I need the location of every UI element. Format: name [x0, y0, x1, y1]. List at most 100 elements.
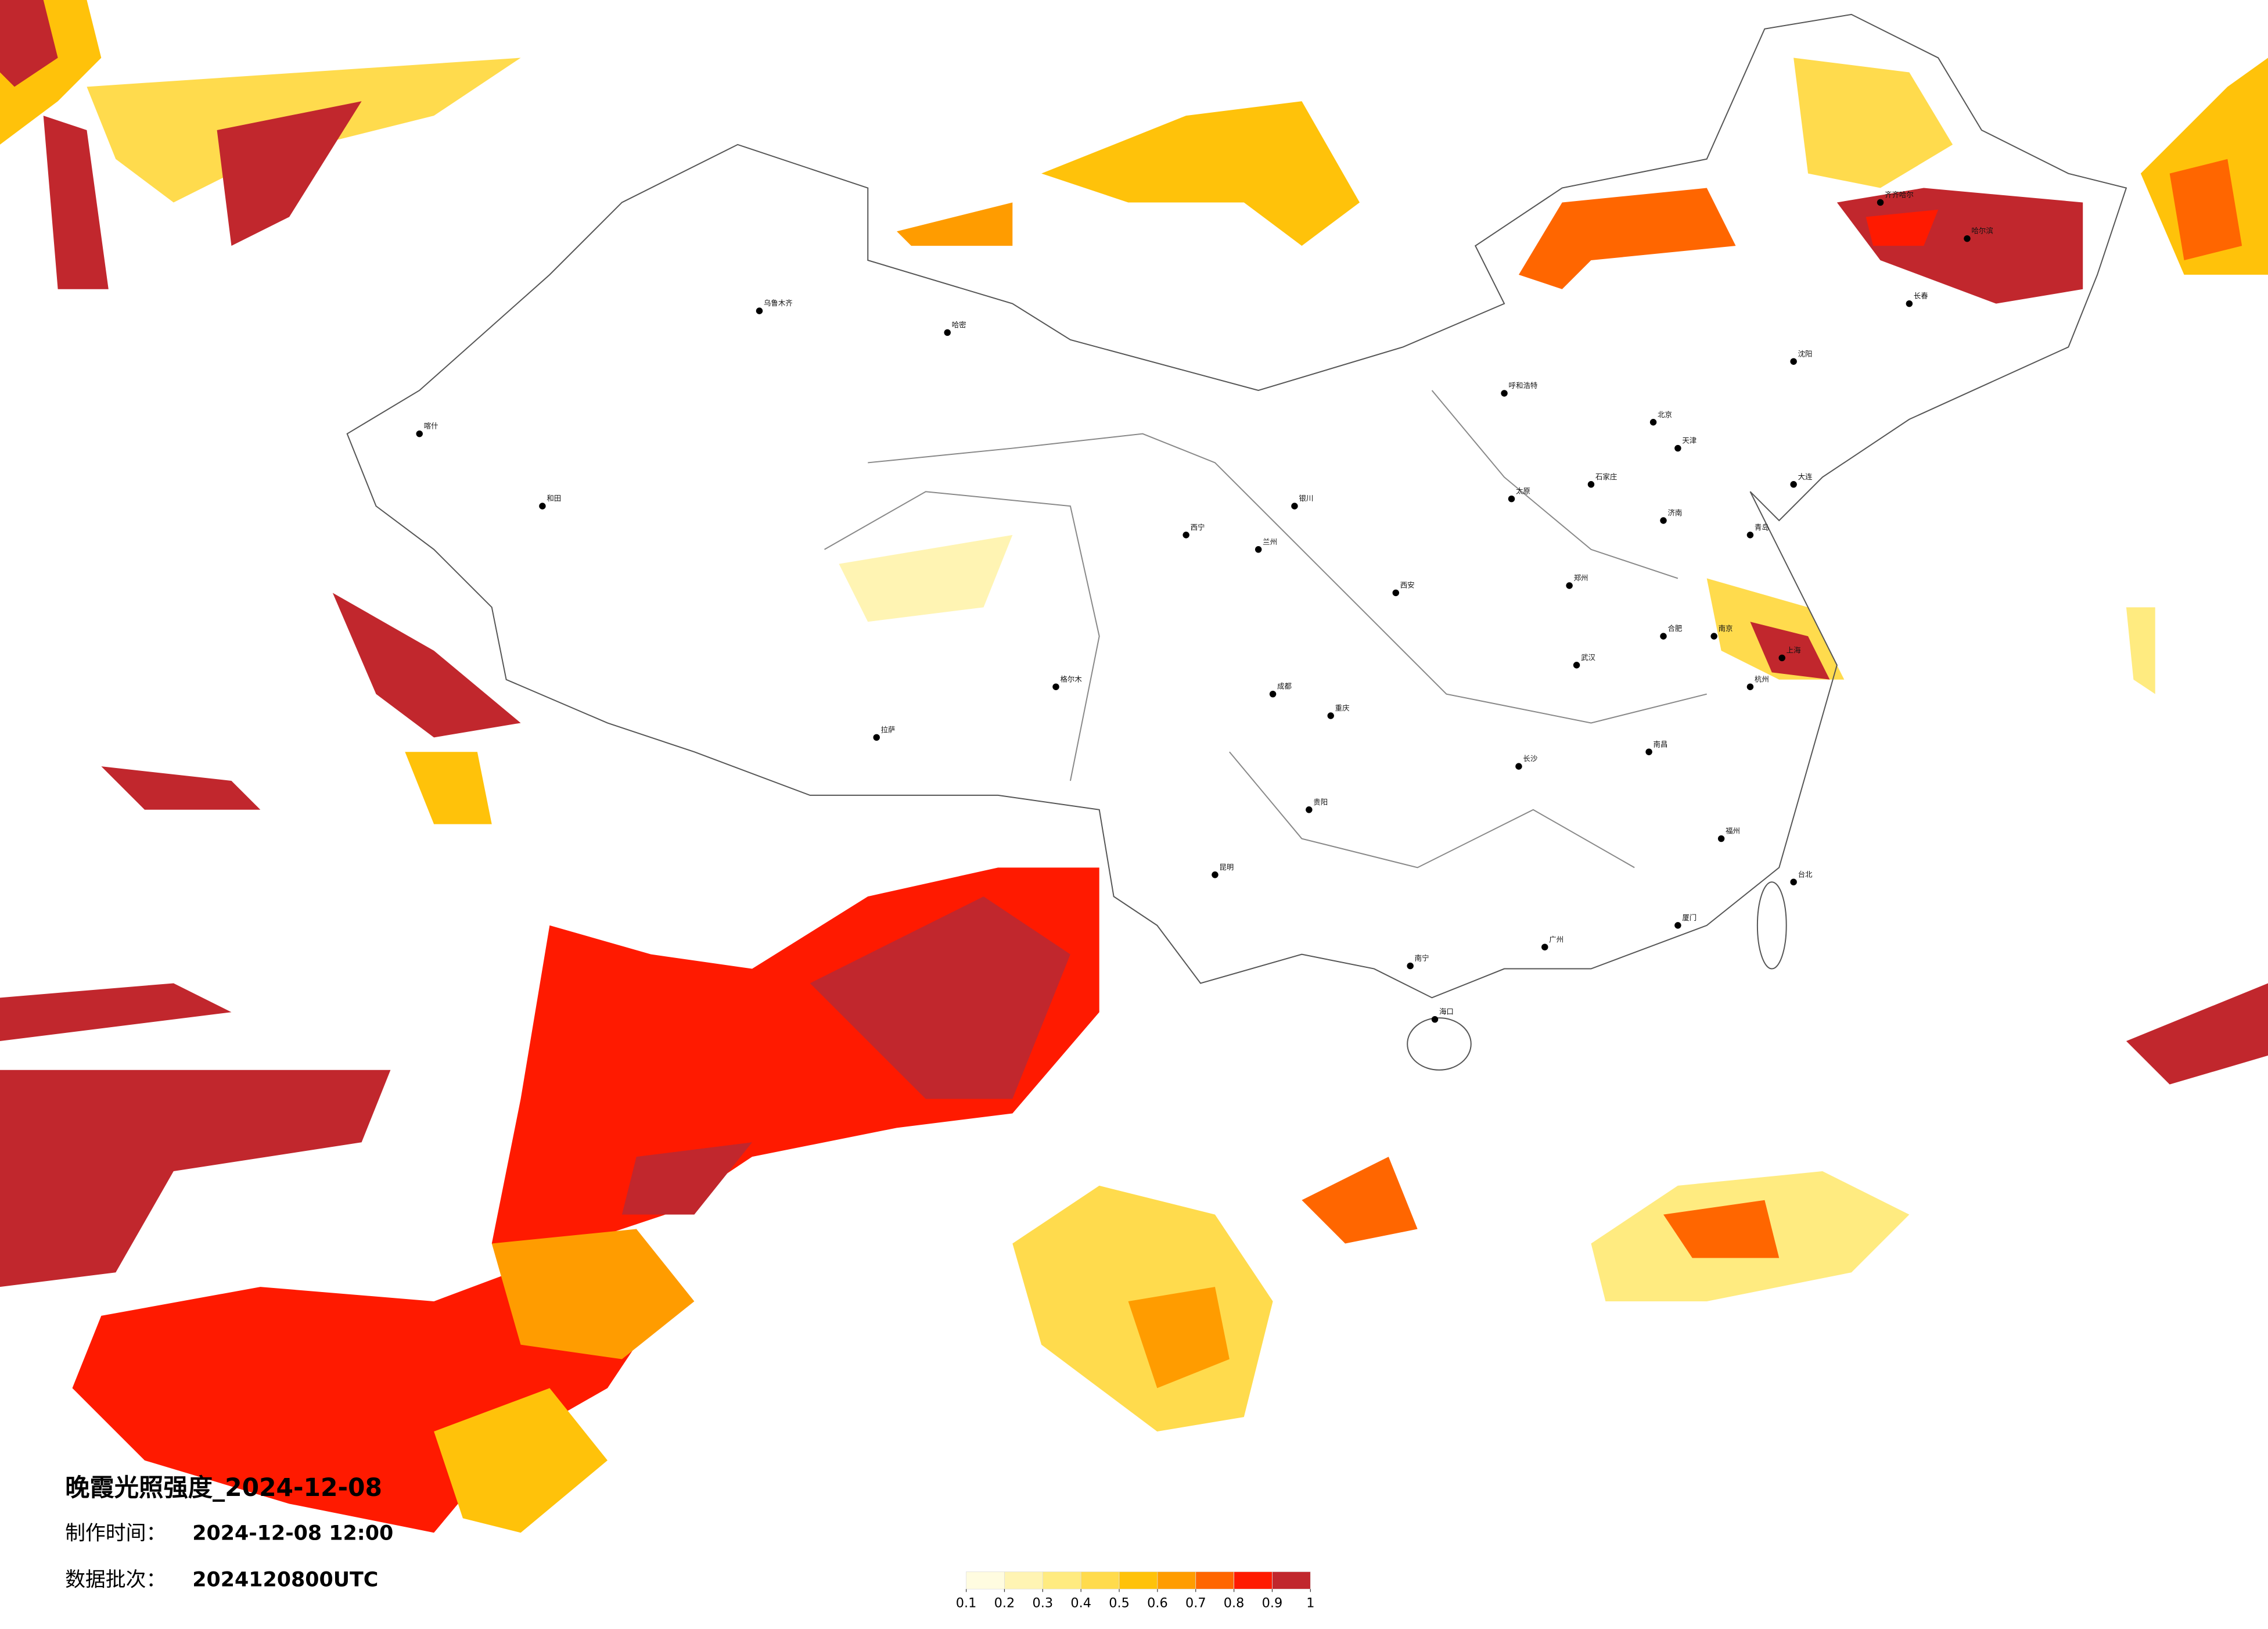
- city-label: 呼和浩特: [1509, 381, 1538, 390]
- city-label: 长春: [1914, 292, 1928, 300]
- map-title: 晚霞光照强度_2024-12-08: [65, 1473, 382, 1502]
- irradiance-area: [1302, 1157, 1418, 1244]
- city-dot: [1182, 532, 1189, 539]
- irradiance-area: [2169, 159, 2242, 260]
- colorbar-tick-label: 0.1: [956, 1596, 977, 1611]
- colorbar-tick-label: 0.3: [1033, 1596, 1054, 1611]
- irradiance-area: [0, 983, 232, 1041]
- city-label: 格尔木: [1060, 674, 1082, 683]
- city-label: 银川: [1299, 494, 1313, 503]
- city-label: 兰州: [1263, 537, 1277, 546]
- irradiance-area: [839, 534, 1013, 622]
- city-dot: [1717, 835, 1725, 842]
- country-outline: [346, 13, 2127, 1071]
- irradiance-area: [434, 1388, 608, 1533]
- province-border: [1431, 390, 1678, 579]
- colorbar-tick-label: 1: [1306, 1596, 1314, 1611]
- city-dot: [1407, 962, 1414, 970]
- city-dot: [1327, 712, 1334, 719]
- city-dot: [1964, 235, 1971, 242]
- colorbar-cell: [1119, 1571, 1158, 1589]
- city-dot: [1052, 683, 1059, 690]
- irradiance-area: [0, 0, 58, 87]
- city-label: 拉萨: [881, 725, 896, 734]
- irradiance-area: [0, 1070, 391, 1287]
- city-dot: [1645, 748, 1652, 755]
- irradiance-area: [405, 752, 492, 824]
- city-dot: [1746, 683, 1754, 690]
- city-dot: [1674, 922, 1681, 929]
- city-label: 济南: [1667, 508, 1682, 517]
- colorbar: 0.1 0.2 0.3 0.4 0.5 0.6 0.7 0.8 0.9 1: [956, 1571, 1314, 1611]
- city-label: 南京: [1719, 624, 1733, 633]
- taiwan-outline: [1756, 881, 1787, 970]
- city-label: 上海: [1787, 646, 1801, 655]
- city-dot: [1674, 444, 1681, 452]
- colorbar-tick-label: 0.7: [1185, 1596, 1206, 1611]
- made-time: 2024-12-08 12:00: [192, 1522, 393, 1545]
- colorbar-tick-label: 0.5: [1109, 1596, 1130, 1611]
- city-dot: [1212, 871, 1219, 878]
- colorbar-cell: [1272, 1571, 1311, 1589]
- city-label: 福州: [1726, 827, 1740, 835]
- city-dot: [756, 307, 763, 314]
- colorbar-cell: [1004, 1571, 1043, 1589]
- province-border: [1272, 520, 1707, 724]
- city-dot: [1906, 300, 1913, 307]
- colorbar-tick-label: 0.2: [994, 1596, 1015, 1611]
- city-label: 台北: [1798, 870, 1813, 878]
- colorbar-tick-label: 0.4: [1070, 1596, 1091, 1611]
- city-dot: [1431, 1016, 1439, 1023]
- city-dot: [1877, 199, 1884, 206]
- city-label: 太原: [1516, 487, 1530, 496]
- city-dot: [873, 734, 880, 741]
- city-label: 杭州: [1755, 674, 1769, 683]
- city-dot: [539, 503, 546, 509]
- made-label: 制作时间：: [65, 1522, 166, 1545]
- irradiance-area: [2126, 983, 2268, 1085]
- city-label: 厦门: [1682, 913, 1696, 922]
- city-dot: [416, 430, 423, 437]
- city-label: 沈阳: [1798, 349, 1813, 358]
- irradiance-area: [1663, 1200, 1780, 1258]
- irradiance-area: [491, 1229, 695, 1359]
- city-label: 成都: [1277, 682, 1292, 691]
- city-label: 郑州: [1574, 573, 1588, 582]
- irradiance-area: [1518, 188, 1736, 289]
- city-dot: [944, 329, 951, 336]
- city-label: 昆明: [1219, 863, 1234, 871]
- city-dot: [1649, 419, 1657, 426]
- city-label: 哈密: [952, 321, 966, 329]
- irradiance-area: [621, 1142, 753, 1215]
- batch-label: 数据批次：: [65, 1568, 166, 1591]
- city-label: 天津: [1682, 436, 1696, 445]
- city-label: 南宁: [1415, 954, 1429, 963]
- irradiance-area: [897, 202, 1013, 246]
- city-label: 西安: [1400, 581, 1415, 590]
- irradiance-area: [332, 593, 521, 738]
- city-dot: [1790, 358, 1797, 365]
- colorbar-cell: [1042, 1571, 1081, 1589]
- city-dot: [1746, 532, 1754, 539]
- city-label: 大连: [1798, 472, 1813, 481]
- city-dot: [1790, 481, 1797, 488]
- city-dot: [1573, 662, 1580, 669]
- irradiance-area: [101, 766, 261, 810]
- colorbar-cell: [1080, 1571, 1120, 1589]
- city-label: 长沙: [1523, 754, 1537, 763]
- colorbar-cell: [1157, 1571, 1196, 1589]
- city-label: 广州: [1549, 935, 1563, 943]
- city-label: 南昌: [1654, 740, 1668, 748]
- city-label: 乌鲁木齐: [764, 299, 793, 307]
- city-dot: [1501, 390, 1508, 397]
- city-dot: [1306, 806, 1313, 813]
- city-dot: [1587, 481, 1595, 488]
- irradiance-area: [1750, 622, 1830, 680]
- city-label: 海口: [1439, 1007, 1454, 1016]
- china-border: [346, 13, 2127, 999]
- irradiance-area: [810, 896, 1070, 1099]
- city-label: 北京: [1658, 410, 1672, 419]
- city-label: 贵阳: [1313, 798, 1328, 806]
